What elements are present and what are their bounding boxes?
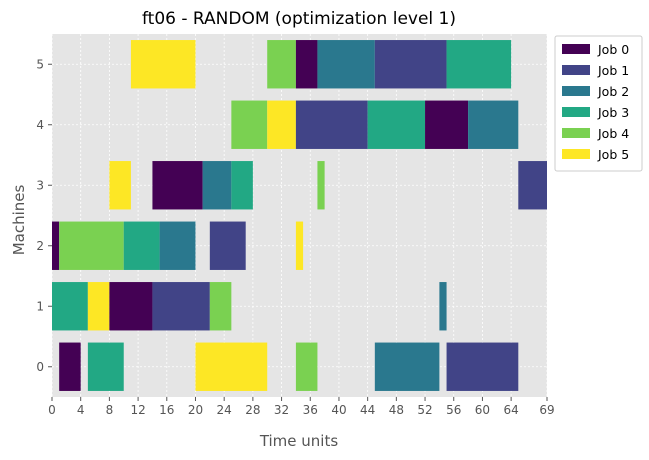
legend-entry: Job 4: [597, 126, 629, 141]
y-tick-label: 1: [36, 299, 44, 313]
task-bar: [425, 100, 469, 149]
task-bar: [518, 161, 547, 210]
task-bar: [87, 342, 124, 391]
x-tick-label: 28: [245, 403, 260, 417]
y-tick-label: 5: [36, 57, 44, 71]
x-tick-label: 32: [274, 403, 289, 417]
task-bar: [468, 100, 519, 149]
task-bar: [59, 342, 81, 391]
plot-background: [52, 34, 547, 397]
task-bar: [295, 40, 318, 89]
legend-swatch: [562, 65, 590, 75]
task-bar: [295, 100, 368, 149]
legend-swatch: [562, 44, 590, 54]
task-bar: [317, 40, 375, 89]
task-bar: [295, 221, 304, 270]
x-axis-ticks: 0 4 8 12 16 20 24 28 32 36 40 44 48 52 56 60 64 69: [48, 397, 555, 417]
task-bar: [130, 40, 196, 89]
x-tick-label: 8: [106, 403, 114, 417]
legend-swatch: [562, 107, 590, 117]
x-tick-label: 16: [159, 403, 174, 417]
task-bar: [152, 282, 210, 331]
y-tick-label: 4: [36, 118, 44, 132]
legend-swatch: [562, 86, 590, 96]
task-bar: [109, 161, 131, 210]
task-bar: [267, 40, 296, 89]
x-tick-label: 36: [303, 403, 318, 417]
task-bar: [374, 40, 447, 89]
task-bar: [87, 282, 110, 331]
y-axis-ticks: 0 1 2 3 4 5: [36, 57, 52, 374]
task-bar: [439, 282, 447, 331]
task-bar: [52, 282, 88, 331]
legend-entry: Job 2: [597, 84, 629, 99]
x-tick-label: 44: [360, 403, 375, 417]
y-axis-label: Machines: [10, 185, 28, 256]
x-tick-label: 4: [77, 403, 85, 417]
task-bar: [446, 342, 519, 391]
task-bar: [195, 342, 268, 391]
legend-swatch: [562, 128, 590, 138]
x-tick-label: 56: [446, 403, 461, 417]
task-bar: [267, 100, 296, 149]
y-tick-label: 0: [36, 360, 44, 374]
legend-entry: Job 0: [597, 42, 629, 57]
task-bars: [52, 40, 547, 391]
chart-title: ft06 - RANDOM (optimization level 1): [142, 9, 456, 29]
task-bar: [374, 342, 440, 391]
x-tick-label: 12: [130, 403, 145, 417]
x-tick-label: 69: [539, 403, 554, 417]
task-bar: [367, 100, 426, 149]
task-bar: [159, 221, 196, 270]
legend-swatch: [562, 149, 590, 159]
task-bar: [202, 161, 232, 210]
x-tick-label: 64: [503, 403, 518, 417]
task-bar: [231, 161, 253, 210]
x-axis-label: Time units: [259, 432, 339, 450]
legend-entry: Job 1: [597, 63, 629, 78]
x-tick-label: 48: [389, 403, 404, 417]
x-tick-label: 40: [331, 403, 346, 417]
task-bar: [209, 282, 232, 331]
task-bar: [109, 282, 153, 331]
x-tick-label: 52: [417, 403, 432, 417]
task-bar: [52, 221, 60, 270]
task-bar: [295, 342, 318, 391]
x-tick-label: 20: [188, 403, 203, 417]
task-bar: [446, 40, 512, 89]
legend-entry: Job 5: [597, 147, 629, 162]
task-bar: [123, 221, 160, 270]
task-bar: [209, 221, 246, 270]
y-tick-label: 3: [36, 178, 44, 192]
y-tick-label: 2: [36, 239, 44, 253]
x-tick-label: 60: [475, 403, 490, 417]
task-bar: [152, 161, 203, 210]
x-tick-label: 0: [48, 403, 56, 417]
task-bar: [317, 161, 325, 210]
x-tick-label: 24: [217, 403, 232, 417]
task-bar: [231, 100, 268, 149]
legend: Job 0 Job 1 Job 2 Job 3 Job 4 Job 5: [554, 35, 643, 172]
legend-entry: Job 3: [597, 105, 629, 120]
task-bar: [59, 221, 124, 270]
